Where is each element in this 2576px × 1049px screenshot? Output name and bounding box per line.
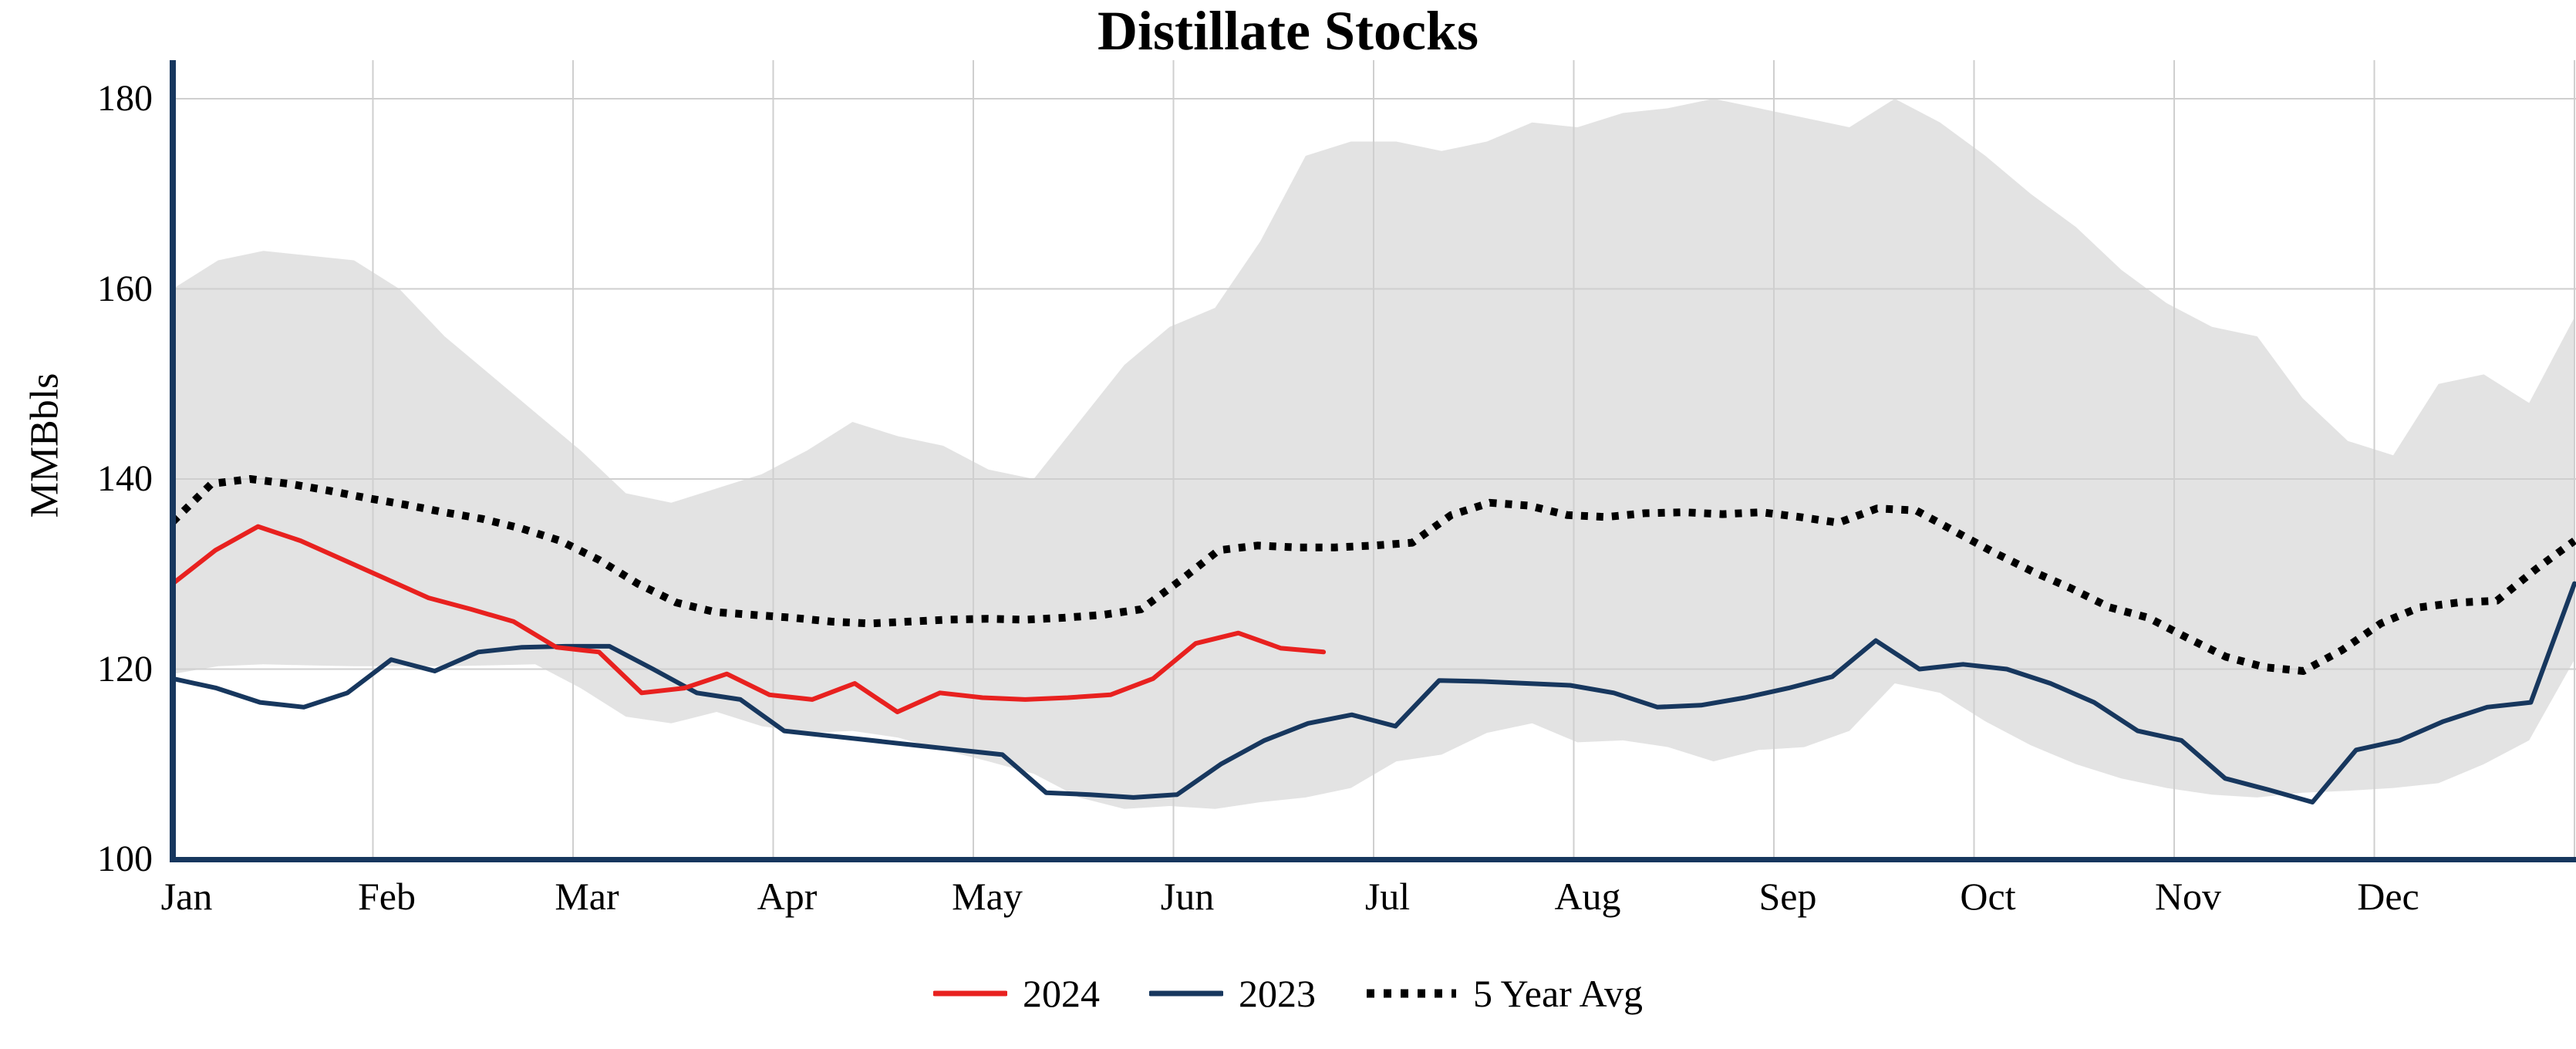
x-tick-label: Apr xyxy=(757,875,818,918)
x-tick-label: Jul xyxy=(1364,875,1411,918)
x-tick-label: Jan xyxy=(160,875,213,918)
y-tick-label: 140 xyxy=(97,458,153,499)
x-tick-label: Aug xyxy=(1554,875,1621,918)
legend-swatch-2023 xyxy=(1149,990,1224,997)
y-tick-label: 120 xyxy=(97,648,153,690)
legend-item-5-year-avg: 5 Year Avg xyxy=(1365,969,1643,1018)
legend-label: 5 Year Avg xyxy=(1473,972,1643,1015)
legend: 2024 2023 5 Year Avg xyxy=(0,969,2576,1018)
x-tick-label: Feb xyxy=(358,875,416,918)
legend-swatch-5-year-avg xyxy=(1367,989,1457,998)
y-tick-label: 100 xyxy=(97,838,153,879)
legend-swatch-2024 xyxy=(933,990,1008,997)
chart-title: Distillate Stocks xyxy=(1097,0,1479,62)
x-tick-label: Jun xyxy=(1160,875,1215,918)
x-tick-label: May xyxy=(952,875,1023,918)
y-tick-label: 180 xyxy=(97,78,153,119)
axis-bottom xyxy=(170,857,2576,862)
x-tick-label: Mar xyxy=(555,875,619,918)
y-tick-label: 160 xyxy=(97,268,153,309)
axis-left xyxy=(170,60,176,862)
x-tick-label: Nov xyxy=(2154,875,2222,918)
line-2024 xyxy=(170,524,1327,714)
x-tick-label: Oct xyxy=(1960,875,2016,918)
legend-item-2023: 2023 xyxy=(1149,969,1316,1018)
legend-label: 2024 xyxy=(1023,972,1101,1015)
legend-item-2024: 2024 xyxy=(933,969,1100,1018)
legend-label: 2023 xyxy=(1239,972,1317,1015)
x-tick-label: Dec xyxy=(2357,875,2419,918)
line-2023 xyxy=(170,581,2576,804)
x-tick-label: Sep xyxy=(1758,875,1817,918)
